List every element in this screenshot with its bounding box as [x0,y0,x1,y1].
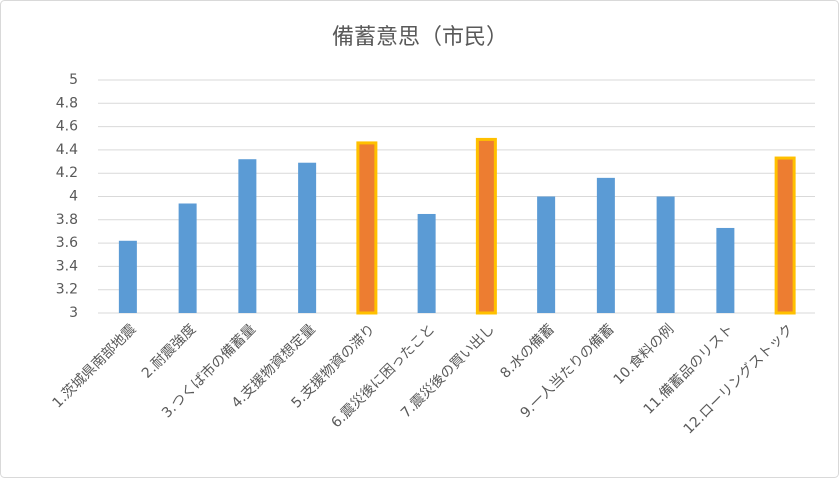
y-tick-label: 4.4 [56,142,78,158]
bar [656,196,675,313]
bar [774,156,796,315]
y-tick-label: 4.2 [56,165,78,181]
bar [716,227,735,313]
y-tick-label: 4.6 [56,119,78,135]
y-tick-label: 3.8 [56,212,78,228]
y-tick-label: 3.4 [56,258,78,274]
bar [238,159,257,313]
bar [417,213,436,313]
y-tick-label: 4.8 [56,95,78,111]
y-tick-label: 3 [69,305,78,321]
y-tick-label: 3.2 [56,282,78,298]
y-tick-label: 5 [69,72,78,88]
bar [596,177,615,313]
y-tick-label: 3.6 [56,235,78,251]
y-tick-label: 4 [69,189,78,205]
bar [178,203,197,313]
bar [118,240,137,313]
bar [356,141,378,315]
bar [298,162,317,313]
bar [475,137,497,315]
bar [537,196,556,313]
chart-title: 備蓄意思（市民） [332,25,508,50]
